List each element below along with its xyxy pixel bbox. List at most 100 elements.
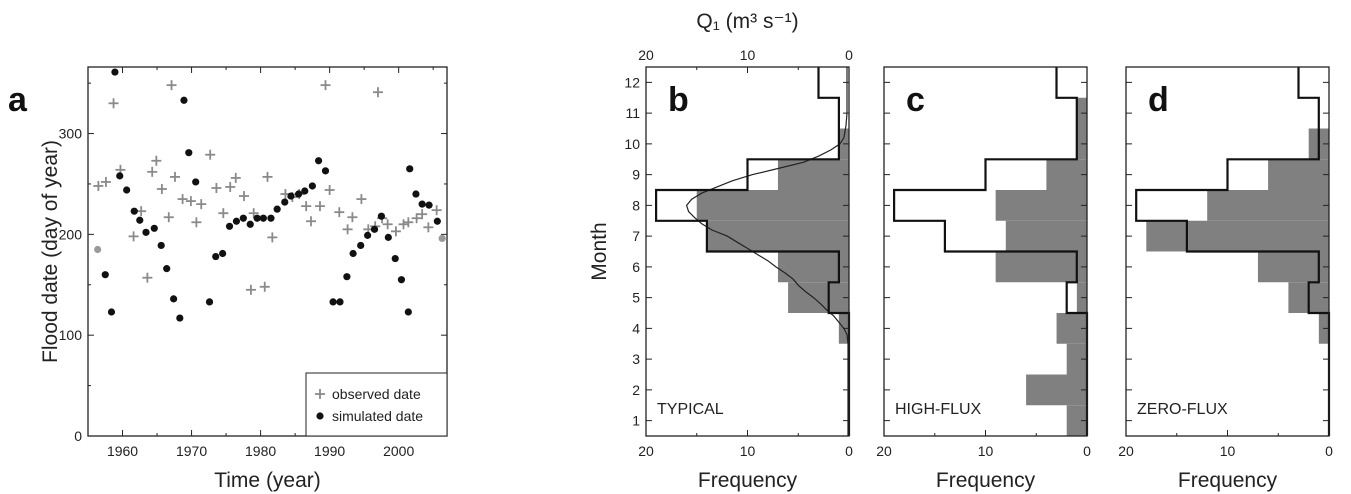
- simulated-point: [192, 178, 200, 186]
- observed-point: [185, 196, 196, 207]
- simulated-point: [349, 249, 357, 258]
- legend-entry-observed: observed date: [315, 386, 421, 402]
- simulated-point: [225, 222, 234, 230]
- observed-point: [411, 213, 422, 224]
- legend-dot: [316, 412, 324, 420]
- observed-point: [382, 219, 393, 230]
- simulated-point: [370, 225, 379, 233]
- frequency-bar: [1146, 220, 1329, 252]
- x-tick-label: 0: [1325, 443, 1333, 459]
- frequency-bar: [1046, 159, 1087, 190]
- x-axis-label-b: Frequency: [698, 469, 798, 492]
- simulated-point: [180, 96, 188, 104]
- y-tick-label-a: 300: [59, 126, 83, 142]
- top-tick-label: 0: [845, 47, 853, 63]
- observed-point: [225, 181, 236, 192]
- month-tick-label: 8: [632, 197, 640, 213]
- x-axis-label-a: Time (year): [214, 469, 321, 492]
- simulated-point: [170, 295, 178, 303]
- panel-letter-c: c: [906, 81, 925, 119]
- overlap-point: [94, 245, 102, 254]
- y-tick-label-a: 100: [59, 327, 83, 343]
- observed-point: [431, 205, 442, 216]
- month-tick-label: 2: [632, 382, 640, 398]
- month-tick-label: 4: [632, 320, 640, 336]
- month-tick-label: 6: [632, 259, 640, 275]
- simulated-point: [412, 190, 420, 198]
- simulated-point: [176, 314, 184, 322]
- month-tick-label: 7: [632, 228, 640, 244]
- simulated-point: [111, 68, 119, 76]
- top-axis-label: Q₁ (m³ s⁻¹): [696, 10, 798, 33]
- x-tick-label-a: 1960: [107, 443, 138, 459]
- observed-point: [205, 149, 216, 160]
- x-tick-label: 20: [1118, 443, 1134, 459]
- frequency-bar: [1257, 251, 1329, 283]
- simulated-point: [212, 252, 220, 261]
- frequency-bar: [1066, 343, 1087, 375]
- simulated-point: [219, 249, 227, 258]
- simulated-point: [259, 214, 267, 222]
- simulated-point: [343, 273, 351, 281]
- observed-point: [248, 208, 259, 219]
- simulated-point: [101, 271, 109, 279]
- observed-point: [218, 208, 229, 219]
- y-tick-label-a: 0: [74, 428, 82, 444]
- panel-letter-d: d: [1148, 81, 1169, 119]
- simulated-point: [321, 167, 330, 175]
- y-tick-label-a: 200: [59, 226, 83, 242]
- simulated-point: [163, 265, 171, 273]
- simulated-point: [406, 165, 414, 173]
- legend-entry-simulated: simulated date: [316, 408, 423, 424]
- simulated-point: [116, 172, 124, 180]
- observed-point: [108, 98, 119, 109]
- simulated-point: [336, 298, 344, 306]
- panel-c: 20 10 0 Frequency c HIGH-FLUX: [876, 66, 1091, 492]
- observed-point: [403, 217, 414, 228]
- observed-point: [230, 172, 241, 183]
- x-tick-label: 20: [638, 443, 654, 459]
- x-tick-label-a: 2000: [383, 443, 414, 459]
- simulated-point: [281, 198, 289, 206]
- observed-point: [342, 224, 353, 235]
- observed-point: [100, 176, 111, 187]
- x-tick-label-a: 1980: [245, 443, 276, 459]
- observed-point: [245, 284, 256, 295]
- simulated-point: [185, 149, 193, 157]
- panel-letter-b: b: [668, 81, 689, 119]
- observed-point: [239, 191, 250, 202]
- x-tick-label: 10: [978, 443, 994, 459]
- frequency-bar: [1207, 190, 1329, 221]
- simulated-point: [294, 190, 303, 198]
- panel-title-d: ZERO-FLUX: [1137, 401, 1228, 418]
- legend-label-simulated: simulated date: [332, 408, 423, 424]
- observed-point: [417, 209, 428, 220]
- simulated-point: [253, 214, 261, 222]
- panel-letter-a: a: [8, 81, 28, 119]
- observed-point: [142, 272, 153, 283]
- observed-point: [267, 232, 278, 243]
- observed-point: [305, 216, 316, 227]
- month-tick-label: 5: [632, 290, 640, 306]
- simulated-point: [433, 217, 441, 225]
- simulated-point: [384, 233, 392, 241]
- simulated-point: [364, 231, 372, 239]
- observed-point: [301, 201, 312, 212]
- simulated-point: [425, 201, 433, 209]
- observed-point: [324, 185, 335, 195]
- simulated-point: [418, 200, 426, 208]
- frequency-bar: [1268, 159, 1329, 190]
- frequency-bar: [995, 190, 1087, 221]
- simulated-point: [246, 220, 254, 228]
- frequency-bar: [777, 159, 849, 190]
- observed-point: [356, 194, 367, 205]
- simulated-point: [397, 276, 406, 284]
- simulated-point: [239, 214, 247, 222]
- panel-d: 20 10 0 Frequency d ZERO-FLUX: [1118, 66, 1333, 492]
- observed-point: [166, 80, 177, 91]
- frequency-bar: [995, 251, 1087, 283]
- observed-point: [156, 183, 167, 194]
- panel-title-c: HIGH-FLUX: [895, 401, 982, 418]
